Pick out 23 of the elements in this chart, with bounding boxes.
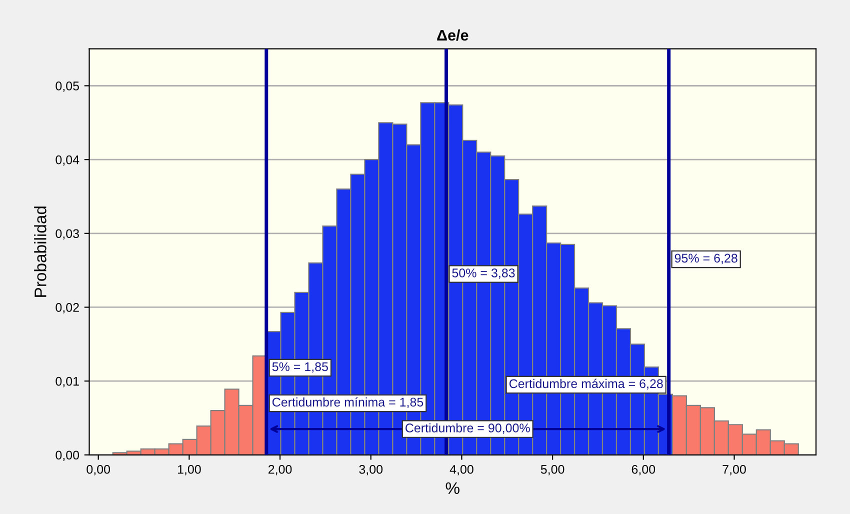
ref-line-label: 95% = 6,28 bbox=[674, 254, 738, 264]
x-tick-label: 5,00 bbox=[540, 464, 564, 476]
x-tick-label: 6,00 bbox=[632, 464, 656, 476]
y-tick-label: 0,01 bbox=[56, 376, 79, 388]
chart-title: Δe/e bbox=[437, 29, 468, 41]
x-axis-title: % bbox=[446, 482, 460, 494]
ref-line-label: 50% = 3,83 bbox=[452, 268, 515, 279]
ref-line-label: 5% = 1,85 bbox=[272, 362, 328, 373]
y-tick-label: 0,03 bbox=[56, 229, 79, 240]
annotation: Certidumbre = 90,00% bbox=[406, 423, 530, 434]
annotation: Certidumbre mínima = 1,85 bbox=[272, 397, 424, 408]
y-axis-title: Probabilidad bbox=[34, 206, 46, 297]
y-tick-label: 0,05 bbox=[56, 82, 80, 92]
y-tick-label: 0,00 bbox=[56, 450, 80, 462]
x-tick-label: 3,00 bbox=[359, 464, 383, 476]
y-tick-label: 0,04 bbox=[56, 155, 80, 166]
y-tick-label: 0,02 bbox=[56, 303, 79, 314]
x-tick-label: 2,00 bbox=[268, 464, 292, 476]
x-tick-label: 0,00 bbox=[86, 464, 110, 476]
x-tick-label: 4,00 bbox=[450, 464, 474, 476]
x-tick-label: 7,00 bbox=[722, 464, 746, 476]
x-tick-label: 1,00 bbox=[178, 464, 201, 476]
annotation: Certidumbre máxima = 6,28 bbox=[509, 378, 663, 390]
